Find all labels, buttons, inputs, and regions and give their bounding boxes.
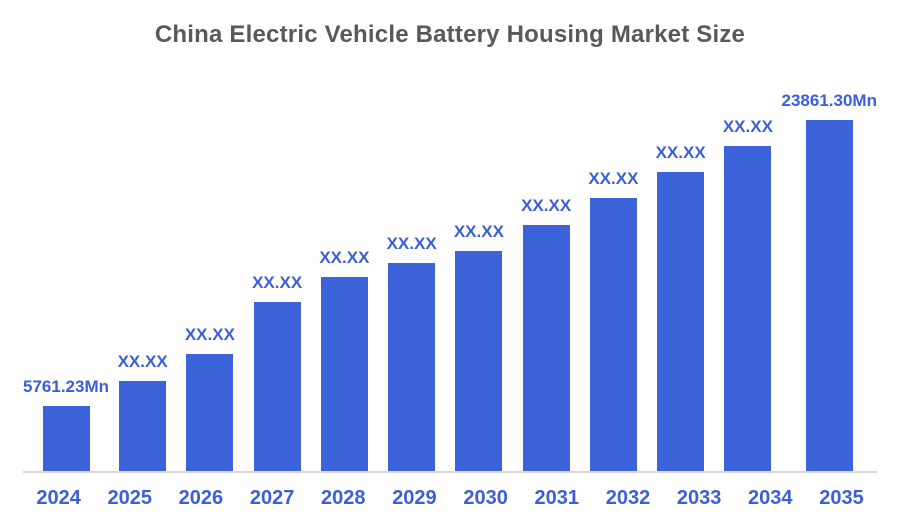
bar-column: XX.XX <box>176 90 243 471</box>
bar-column: 23861.30Mn <box>782 90 877 471</box>
x-axis-tick-label: 2031 <box>534 487 580 509</box>
bar-value-label: XX.XX <box>588 169 639 188</box>
bar-value-label: 23861.30Mn <box>781 91 877 110</box>
x-axis-tick-label: 2029 <box>392 487 437 509</box>
bar-column: XX.XX <box>580 90 647 471</box>
x-axis-labels: 2024 2025 2026 2027 2028 2029 2030 2031 2032 2033… <box>23 485 877 511</box>
bar-value-label: XX.XX <box>655 143 706 162</box>
x-axis-line <box>23 471 877 473</box>
bar <box>388 263 436 471</box>
bar <box>522 225 570 471</box>
x-axis-tick-label: 2027 <box>249 487 295 509</box>
bar <box>253 302 301 471</box>
bar-value-label: 5761.23Mn <box>23 377 109 396</box>
x-axis-tick-label: 2024 <box>36 487 81 509</box>
bar <box>805 120 853 471</box>
bar-value-label: XX.XX <box>453 222 504 241</box>
x-axis-tick-label: 2035 <box>819 487 864 509</box>
bar <box>119 381 167 471</box>
bar-value-label: XX.XX <box>184 325 235 344</box>
bar-value-label: XX.XX <box>386 234 437 253</box>
x-axis-tick-label: 2033 <box>676 487 722 509</box>
bar <box>42 406 90 471</box>
x-axis-tick-label: 2032 <box>605 487 651 509</box>
bar-value-label: XX.XX <box>117 352 168 371</box>
bar-column: 5761.23Mn <box>23 90 109 471</box>
bar <box>320 277 368 471</box>
bar-value-label: XX.XX <box>252 273 303 292</box>
bar-column: XX.XX <box>714 90 781 471</box>
chart-title: China Electric Vehicle Battery Housing M… <box>154 21 746 48</box>
x-axis-tick-label: 2030 <box>463 487 508 509</box>
bar-column: XX.XX <box>311 90 378 471</box>
bar-value-label: XX.XX <box>521 196 572 215</box>
bar-column: XX.XX <box>647 90 714 471</box>
bar-column: XX.XX <box>109 90 176 471</box>
bar <box>186 354 234 471</box>
bar <box>724 146 772 471</box>
bar-column: XX.XX <box>445 90 512 471</box>
bar <box>589 198 637 471</box>
plot-area: 5761.23Mn XX.XX XX.XX XX.XX XX.XX XX.XX XX.XX X… <box>23 90 877 471</box>
bar-column: XX.XX <box>244 90 311 471</box>
bar-column: XX.XX <box>378 90 445 471</box>
bar <box>455 251 503 471</box>
bar-value-label: XX.XX <box>722 117 773 136</box>
x-axis-tick-label: 2026 <box>178 487 224 509</box>
bar-value-label: XX.XX <box>319 248 370 267</box>
bar-column: XX.XX <box>513 90 580 471</box>
x-axis-tick-label: 2028 <box>321 487 366 509</box>
bar <box>657 172 705 471</box>
x-axis-tick-label: 2034 <box>748 487 793 509</box>
x-axis-tick-label: 2025 <box>107 487 153 509</box>
